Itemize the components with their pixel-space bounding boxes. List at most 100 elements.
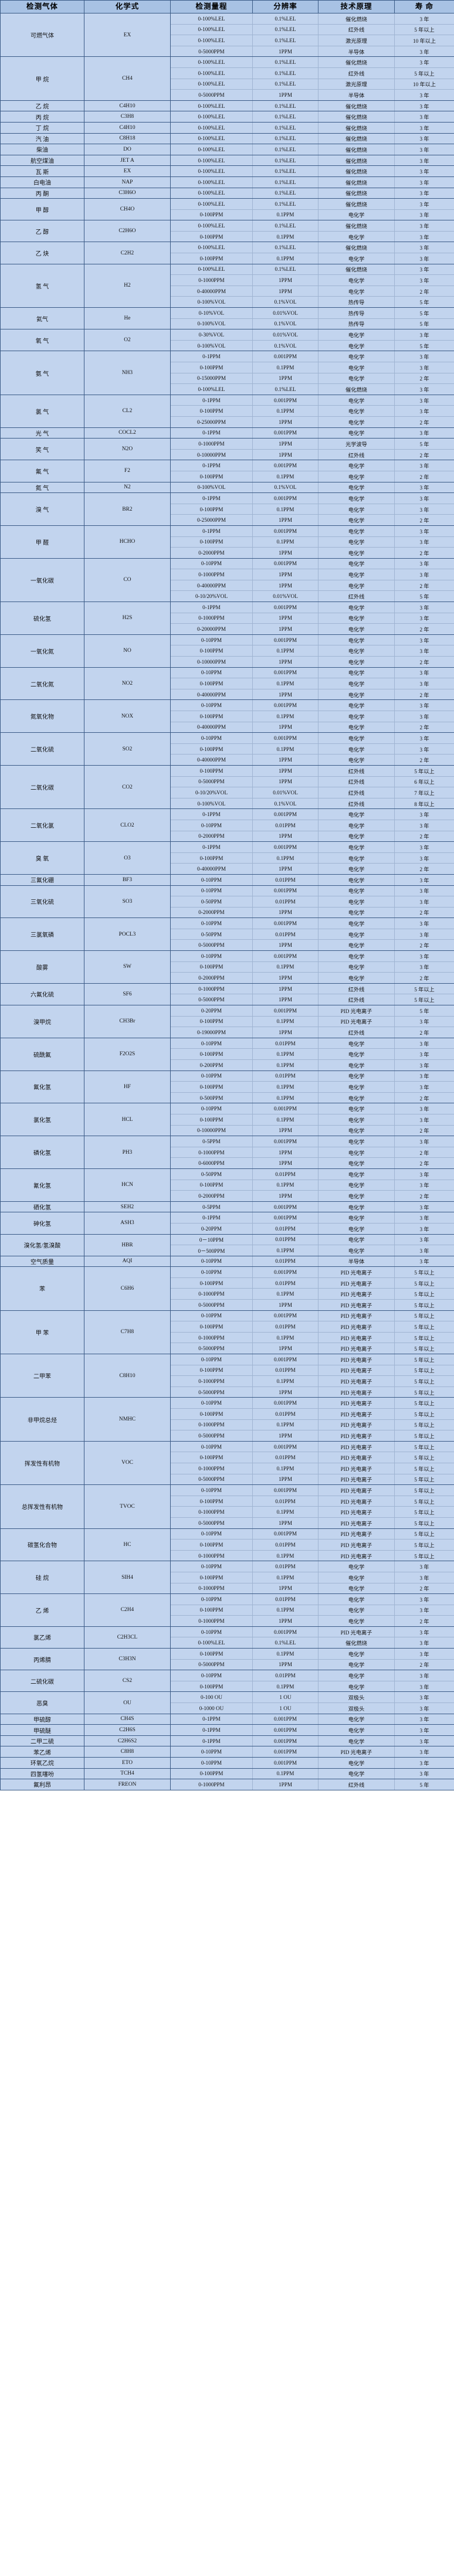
cell-resolution: 0.01%VOL [252,307,319,319]
cell-chemical-formula: C2H3CL [84,1626,171,1649]
cell-detection-range: 0-100%LEL [170,198,253,210]
cell-resolution: 1PPM [252,776,319,788]
cell-life: 5 年以上 [394,1430,454,1442]
cell-gas-name: 氮 气 [0,481,84,494]
cell-technology: 电化学 [318,852,395,864]
cell-gas-name: 溴 气 [0,492,84,526]
cell-detection-range: 0-100PPM [170,764,253,777]
cell-resolution: 0.1%LEL [252,78,319,90]
cell-gas-name: 氢 气 [0,263,84,308]
cell-life: 5 年 [394,438,454,450]
cell-life: 3 年 [394,220,454,232]
cell-life: 6 年以上 [394,776,454,788]
cell-life: 3 年 [394,1702,454,1714]
table-row: 0-1000PPM 0.1PPM PID 光电离子 5 年以上 [1,1549,454,1562]
cell-resolution: 0.01PPM [252,1222,319,1235]
cell-life: 3 年 [394,558,454,570]
cell-technology: 电化学 [318,1168,395,1180]
cell-detection-range: 0-10PPM [170,1757,253,1769]
cell-resolution: 0.1PPM [252,1331,319,1344]
cell-technology: 电化学 [318,830,395,842]
cell-chemical-formula: O2 [84,329,171,352]
cell-detection-range: 0-100%LEL [170,263,253,276]
cell-resolution: 0.1%LEL [252,111,319,123]
table-row: 恶臭 OU 0-100 OU 1 OU 双极头 3 年 [0,1691,454,1714]
cell-chemical-formula: C4H10 [84,100,171,112]
cell-detection-range: 0-1000PPM [170,569,253,580]
cell-detection-range: 0-100PPM [170,230,253,243]
cell-resolution: 0.001PPM [252,427,319,439]
cell-technology: PID 光电离子 [318,1354,395,1365]
cell-technology: 电化学 [318,394,395,406]
cell-technology: PID 光电离子 [318,1266,395,1278]
cell-technology: 电化学 [318,601,395,613]
cell-resolution: 0.01PPM [252,1364,319,1377]
cell-detection-range: 0-10PPM [170,1528,253,1540]
cell-resolution: 1 OU [252,1691,319,1704]
table-row: 0-10/20%VOL 0.01%VOL 红外线 7 年以上 [1,787,454,798]
table-row: 0-25000PPM 1PPM 电化学 2 年 [1,514,454,526]
cell-detection-range: 0-50PPM [170,928,253,940]
cell-resolution: 0.1%LEL [252,1637,319,1649]
cell-life: 3 年 [394,1103,454,1114]
cell-detection-range: 0-10PPM [170,885,253,897]
cell-technology: 催化燃烧 [318,100,395,112]
table-row: 0-2000PPM 1PPM 电化学 2 年 [1,972,454,984]
cell-detection-range: 0-10PPM [170,1070,253,1082]
cell-gas-name: 甲 醛 [0,525,84,559]
table-row: 甲 苯 C7H8 0-10PPM 0.001PPM PID 光电离子 5 年以上 [0,1310,454,1355]
cell-resolution: 0.1%LEL [252,154,319,166]
cell-life: 5 年以上 [394,67,454,79]
cell-resolution: 0.01PPM [252,874,319,886]
cell-life: 5 年以上 [394,1473,454,1486]
table-row: 0-100PPM 0.1PPM PID 光电离子 3 年 [1,1015,454,1028]
cell-gas-name: 空气质量 [0,1255,84,1267]
cell-detection-range: 0-1000PPM [170,1549,253,1562]
cell-life: 3 年 [394,492,454,504]
cell-life: 2 年 [394,547,454,559]
cell-life: 5 年以上 [394,1517,454,1529]
table-row: 0-40000PPM 1PPM 电化学 2 年 [1,285,454,297]
cell-detection-range: 0-100PPM [170,1768,253,1780]
cell-detection-range: 0-10PPM [170,917,253,929]
cell-life: 5 年以上 [394,1310,454,1322]
cell-resolution: 0.1PPM [252,1015,319,1028]
cell-gas-name: 二甲苯 [0,1354,84,1398]
cell-technology: 电化学 [318,1735,395,1747]
cell-detection-range: 0-40000PPM [170,721,253,733]
cell-life: 3 年 [394,362,454,373]
cell-resolution: 1PPM [252,1582,319,1595]
cell-resolution: 1PPM [252,764,319,777]
cell-life: 3 年 [394,711,454,722]
cell-gas-name: 三氧化硫 [0,885,84,919]
cell-life: 3 年 [394,351,454,362]
cell-life: 2 年 [394,972,454,984]
cell-detection-range: 0-10PPM [170,874,253,886]
cell-resolution: 1PPM [252,1343,319,1355]
cell-chemical-formula: C2H2 [84,242,171,264]
cell-resolution: 0.001PPM [252,492,319,504]
cell-resolution: 0.1PPM [252,1462,319,1474]
cell-life: 2 年 [394,285,454,297]
table-row: 氢 气 H2 0-100%LEL 0.1%LEL 催化燃烧 3 年 [0,263,454,308]
table-row: 0-40000PPM 1PPM 电化学 2 年 [1,721,454,733]
table-row: 0-100PPM 0.1PPM 电化学 3 年 [1,1048,454,1060]
cell-technology: PID 光电离子 [318,1517,395,1529]
cell-technology: 电化学 [318,569,395,580]
table-row: 可燃气体 EX 0-100%LEL 0.1%LEL 催化燃烧 3 年 [0,12,454,57]
cell-technology: 电化学 [318,645,395,657]
cell-resolution: 1 OU [252,1702,319,1714]
cell-life: 5 年以上 [394,1539,454,1551]
cell-resolution: 0.1PPM [252,852,319,864]
cell-detection-range: 0-10PPM [170,1103,253,1114]
cell-life: 3 年 [394,961,454,973]
cell-resolution: 0.1PPM [252,1768,319,1780]
cell-resolution: 0.001PPM [252,950,319,962]
cell-life: 5 年以上 [394,1549,454,1562]
cell-chemical-formula: C2H4 [84,1593,171,1627]
cell-detection-range: 0-10PPM [170,1266,253,1278]
cell-chemical-formula: C2H6S2 [84,1735,171,1747]
cell-technology: PID 光电离子 [318,1331,395,1344]
cell-detection-range: 0-100%LEL [170,78,253,90]
cell-chemical-formula: HCL [84,1103,171,1137]
